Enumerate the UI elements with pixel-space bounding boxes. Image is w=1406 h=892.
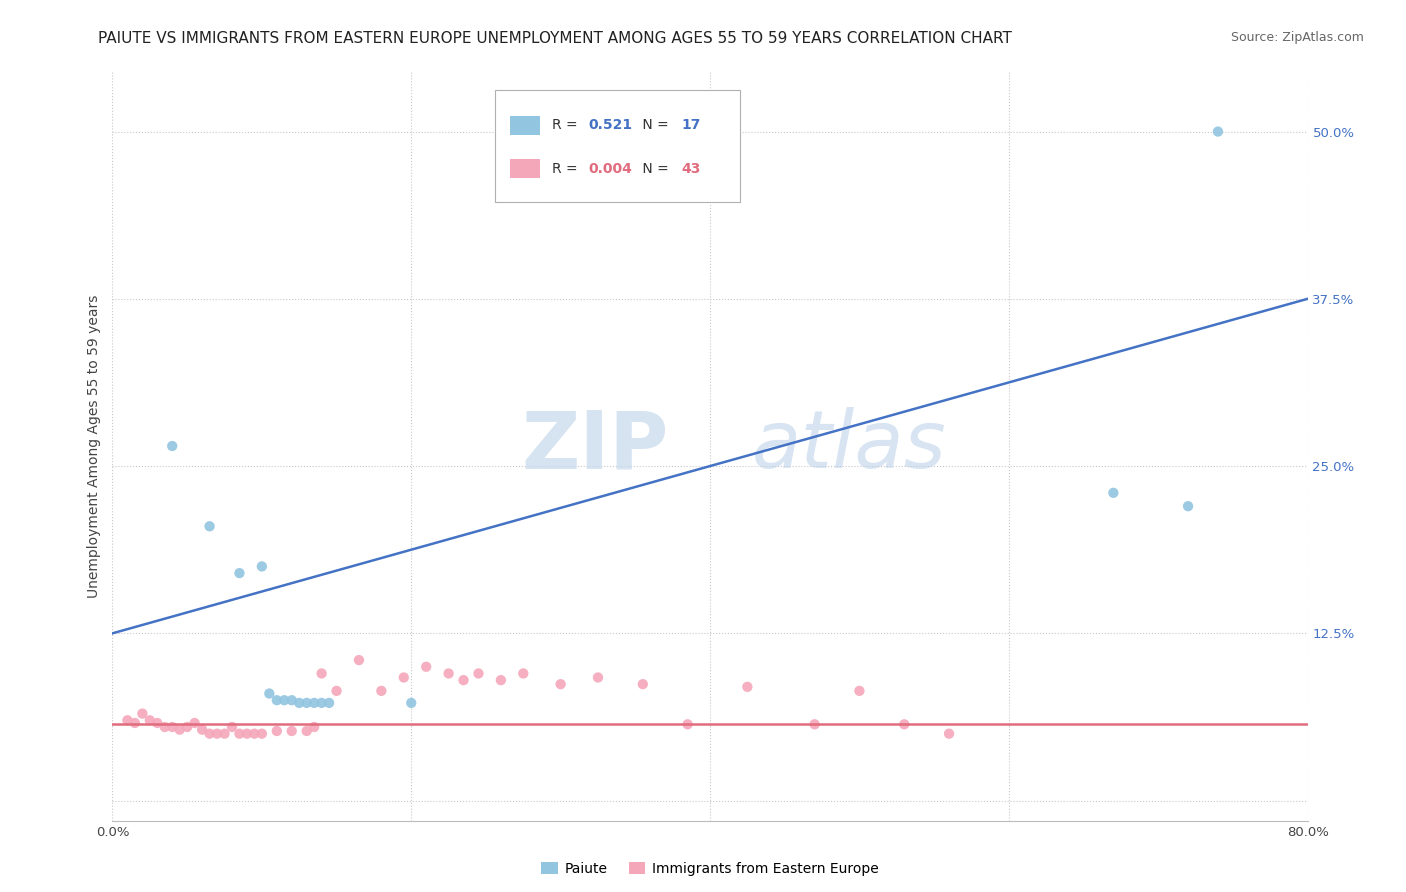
Point — [191, 723, 214, 737]
Point — [169, 723, 191, 737]
Point — [124, 716, 146, 731]
Point — [318, 696, 340, 710]
Point — [415, 660, 437, 674]
Text: atlas: atlas — [752, 407, 946, 485]
Legend: Paiute, Immigrants from Eastern Europe: Paiute, Immigrants from Eastern Europe — [536, 856, 884, 881]
FancyBboxPatch shape — [510, 116, 540, 135]
Point — [586, 671, 609, 685]
Point — [311, 696, 333, 710]
Point — [893, 717, 915, 731]
Point — [288, 696, 311, 710]
Point — [281, 693, 304, 707]
Text: N =: N = — [638, 119, 673, 132]
Point — [453, 673, 475, 688]
Point — [176, 720, 198, 734]
Point — [676, 717, 699, 731]
Point — [228, 726, 250, 740]
Point — [228, 566, 250, 581]
Point — [273, 693, 295, 707]
Point — [938, 726, 960, 740]
Point — [401, 696, 423, 710]
Text: 0.521: 0.521 — [588, 119, 633, 132]
Point — [302, 720, 325, 734]
Point — [198, 726, 221, 740]
Point — [347, 653, 370, 667]
Point — [146, 716, 169, 731]
Text: N =: N = — [638, 161, 673, 176]
Point — [1102, 486, 1125, 500]
Point — [737, 680, 759, 694]
Point — [467, 666, 489, 681]
Text: ZIP: ZIP — [522, 407, 668, 485]
Point — [221, 720, 243, 734]
Point — [131, 706, 153, 721]
Text: 0.004: 0.004 — [588, 161, 633, 176]
Point — [631, 677, 654, 691]
Point — [266, 693, 288, 707]
Point — [250, 559, 273, 574]
Point — [198, 519, 221, 533]
Text: PAIUTE VS IMMIGRANTS FROM EASTERN EUROPE UNEMPLOYMENT AMONG AGES 55 TO 59 YEARS : PAIUTE VS IMMIGRANTS FROM EASTERN EUROPE… — [98, 31, 1012, 46]
Point — [325, 684, 347, 698]
Point — [281, 724, 304, 739]
Point — [392, 671, 415, 685]
Point — [302, 696, 325, 710]
FancyBboxPatch shape — [495, 90, 740, 202]
Point — [162, 720, 183, 734]
Point — [311, 666, 333, 681]
Point — [205, 726, 228, 740]
Point — [139, 714, 162, 728]
Point — [848, 684, 870, 698]
Point — [803, 717, 825, 731]
Text: 17: 17 — [682, 119, 700, 132]
Text: Source: ZipAtlas.com: Source: ZipAtlas.com — [1230, 31, 1364, 45]
Point — [1177, 500, 1199, 514]
Point — [243, 726, 266, 740]
Text: R =: R = — [553, 119, 582, 132]
Point — [162, 439, 183, 453]
Point — [183, 716, 205, 731]
Point — [1206, 125, 1229, 139]
Point — [550, 677, 572, 691]
Point — [153, 720, 176, 734]
Point — [117, 714, 139, 728]
Point — [266, 724, 288, 739]
Y-axis label: Unemployment Among Ages 55 to 59 years: Unemployment Among Ages 55 to 59 years — [87, 294, 101, 598]
Point — [489, 673, 512, 688]
FancyBboxPatch shape — [510, 160, 540, 178]
Point — [370, 684, 392, 698]
Text: 43: 43 — [682, 161, 700, 176]
Point — [259, 687, 281, 701]
Point — [295, 724, 318, 739]
Point — [214, 726, 236, 740]
Point — [295, 696, 318, 710]
Point — [512, 666, 534, 681]
Text: R =: R = — [553, 161, 582, 176]
Point — [437, 666, 460, 681]
Point — [236, 726, 259, 740]
Point — [250, 726, 273, 740]
